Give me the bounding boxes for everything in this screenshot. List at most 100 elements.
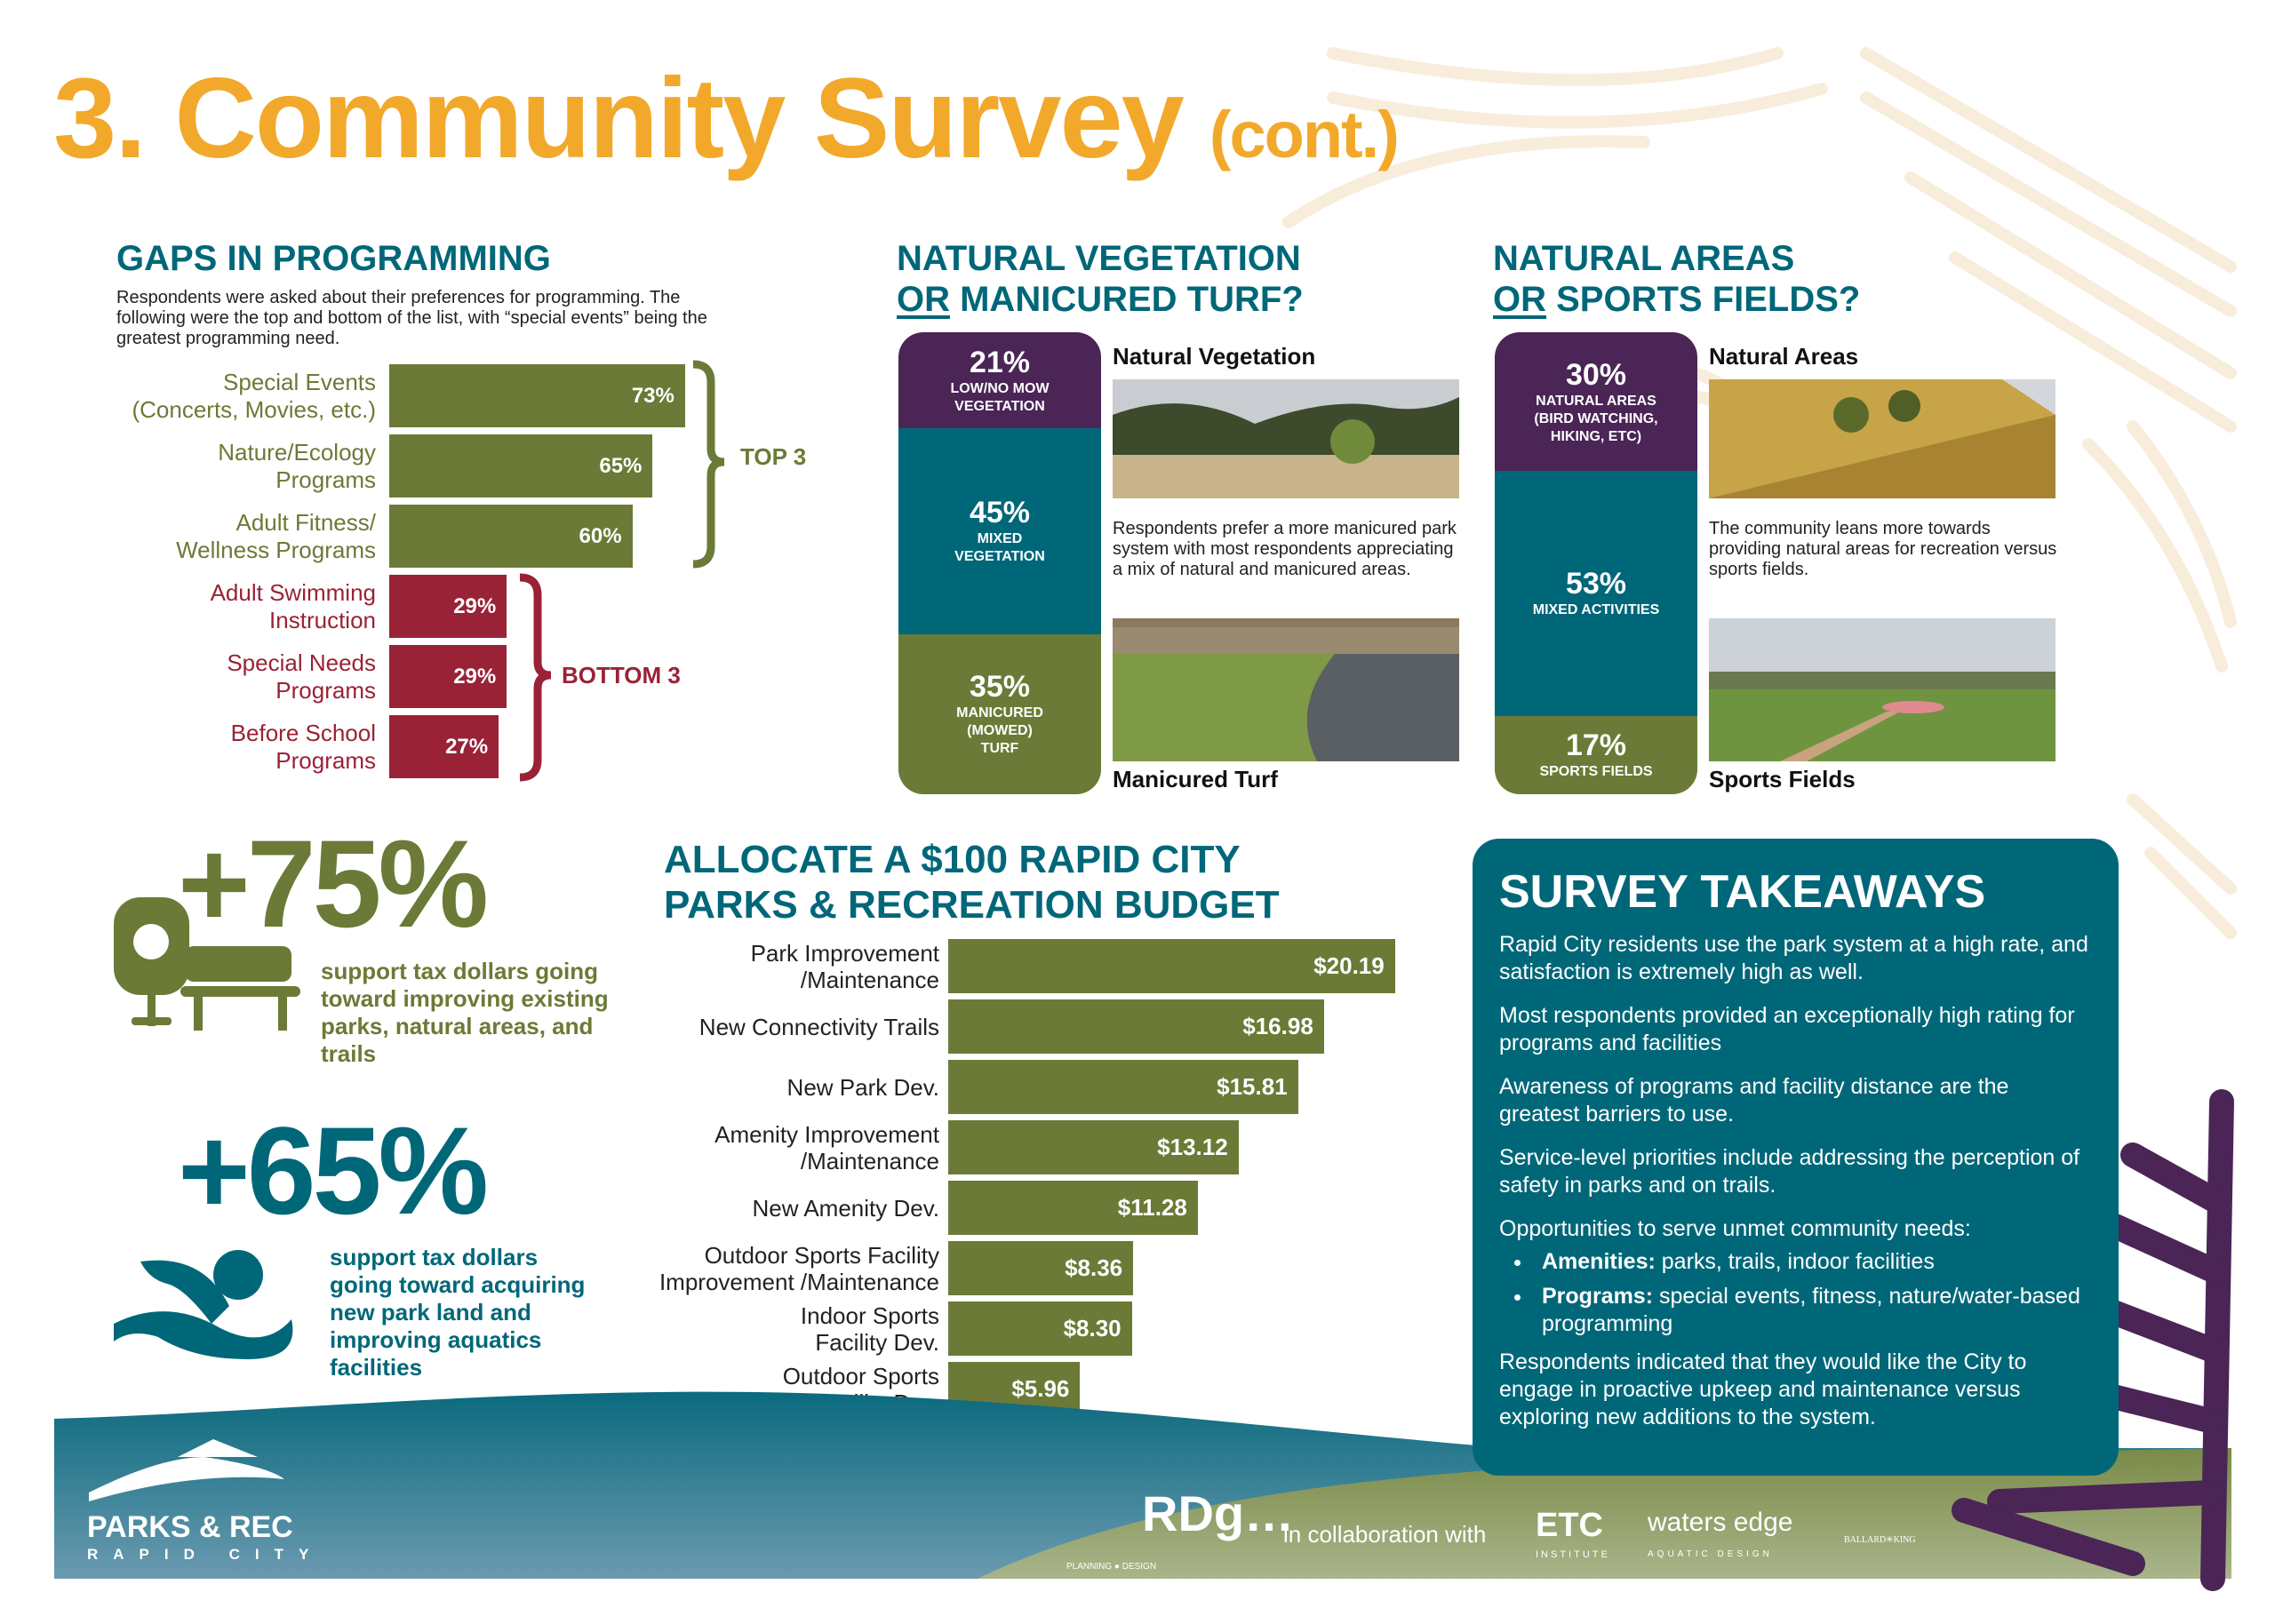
gaps-bar: 29% [389,645,507,708]
budget-bar: $20.19 [948,939,1395,993]
budget-bar-value: $5.96 [1011,1375,1070,1402]
takeaway-6: Respondents indicated that they would li… [1499,1349,2027,1429]
areas-heading: NATURAL AREAS OR SPORTS FIELDS? [1493,238,1860,320]
areas-heading-line2: SPORTS FIELDS? [1546,280,1861,319]
budget-bar: $11.28 [948,1181,1198,1235]
budget-heading: ALLOCATE A $100 RAPID CITY PARKS & RECREA… [664,837,1280,927]
segment-label: LOW/NO MOW VEGETATION [950,380,1050,414]
budget-bar-value: $16.98 [1242,1013,1313,1039]
stacked-segment: 17% SPORTS FIELDS [1495,715,1697,794]
budget-bar-value: $11.28 [1117,1194,1187,1221]
top3-brace [692,360,725,569]
gaps-bar-value: 27% [445,734,489,759]
manicured-turf-photo [1113,618,1459,761]
title-text: 3. Community Survey [53,55,1185,182]
segment-label: MANICURED (MOWED) TURF [956,705,1043,757]
page-title: 3. Community Survey (cont.) [53,53,1400,184]
gaps-bar: 27% [389,715,499,778]
budget-bar-label: New Connectivity Trails [698,1013,939,1040]
tree-bench-icon [114,897,300,1031]
needs-amenities: Amenities: parks, trails, indoor facilit… [1533,1248,2092,1276]
parks-rec-logo-line1: PARKS & REC [87,1510,293,1544]
areas-heading-line1: NATURAL AREAS [1493,239,1795,278]
budget-bar-label: Park Improvement /Maintenance [750,939,939,993]
budget-bar-value: $15.81 [1217,1073,1288,1100]
gaps-description: Respondents were asked about their prefe… [116,288,707,348]
segment-label: NATURAL AREAS (BIRD WATCHING, HIKING, ET… [1534,393,1658,444]
waters-edge-logo-sub: AQUATIC DESIGN [1648,1549,1773,1559]
budget-bar-value: $13.12 [1157,1134,1228,1160]
parks-rec-logo-line2: RAPID CITY [87,1546,324,1563]
rdg-logo-sub: PLANNING ● DESIGN [1066,1562,1157,1572]
needs-amenities-text: parks, trails, indoor facilities [1655,1249,1935,1274]
gaps-bar-value: 29% [453,593,497,618]
ballard-king-logo: BALLARD✳KING [1844,1535,1916,1545]
segment-label: SPORTS FIELDS [1539,764,1653,780]
gaps-bar-label: Adult Swimming Instruction [210,578,376,633]
takeaway-5: Opportunities to serve unmet community n… [1499,1216,1971,1241]
budget-bar-label: Outdoor Sports Facility Improvement /Mai… [659,1241,939,1295]
stacked-segment: 53% MIXED ACTIVITIES [1495,471,1697,716]
takeaway-2: Most respondents provided an exceptional… [1499,1003,2075,1055]
takeaway-4: Service-level priorities include address… [1499,1145,2080,1198]
budget-bar-value: $8.30 [1063,1315,1122,1341]
segment-label: MIXED VEGETATION [954,531,1045,565]
stacked-segment: 30% NATURAL AREAS (BIRD WATCHING, HIKING,… [1495,332,1697,471]
budget-bar: $13.12 [948,1120,1239,1174]
manicured-turf-label: Manicured Turf [1113,766,1278,792]
title-subtitle: (cont.) [1209,98,1400,171]
vegetation-heading: NATURAL VEGETATION OR MANICURED TURF? [897,238,1304,320]
segment-value: 53% [1565,567,1627,601]
sports-fields-label: Sports Fields [1709,766,1856,792]
rdg-logo: RDg… [1142,1485,1295,1541]
budget-bar: $8.36 [948,1241,1134,1295]
segment-value: 17% [1565,728,1627,763]
budget-bar-label: Amenity Improvement /Maintenance [714,1120,939,1174]
gaps-bar: 60% [389,505,633,568]
vegetation-heading-line1: NATURAL VEGETATION [897,239,1301,278]
top3-label: TOP 3 [740,443,807,470]
segment-value: 21% [969,345,1031,379]
budget-bar-label: New Park Dev. [786,1073,939,1101]
collaboration-text: in collaboration with [1283,1521,1487,1548]
gaps-bar: 65% [389,434,653,498]
needs-programs: Programs: special events, fitness, natur… [1533,1283,2092,1338]
etc-logo-sub: INSTITUTE [1536,1549,1610,1560]
gaps-bar-value: 60% [579,523,622,548]
gaps-bar: 29% [389,575,507,638]
bottom3-label: BOTTOM 3 [562,662,681,689]
budget-bar-label: Indoor Sports Facility Dev. [800,1302,939,1356]
gaps-bar-label: Adult Fitness/ Wellness Programs [176,508,376,563]
natural-areas-label: Natural Areas [1709,343,1859,370]
budget-bar-label: New Amenity Dev. [752,1194,939,1222]
natural-vegetation-label: Natural Vegetation [1113,343,1316,370]
areas-description: The community leans more towards providi… [1709,519,2057,579]
stat-65-text: support tax dollars going toward acquiri… [330,1244,586,1381]
segment-value: 35% [969,670,1031,705]
budget-bar: $8.30 [948,1302,1132,1356]
swimmer-icon [114,1250,293,1359]
etc-logo: ETC [1536,1507,1603,1544]
takeaways-heading: SURVEY TAKEAWAYS [1499,866,1986,918]
segment-value: 45% [969,496,1031,530]
budget-bar-value: $20.19 [1313,952,1385,979]
bottom3-brace [519,573,552,782]
natural-vegetation-photo [1113,379,1459,498]
vegetation-heading-or: OR [897,280,950,319]
sports-fields-photo [1709,618,2055,761]
segment-label: MIXED ACTIVITIES [1532,602,1660,618]
survey-takeaways-panel: SURVEY TAKEAWAYS Rapid City residents us… [1473,839,2119,1476]
vegetation-heading-line2: MANICURED TURF? [950,280,1304,319]
takeaway-needs-list: Amenities: parks, trails, indoor facilit… [1533,1248,2092,1338]
budget-heading-line2: PARKS & RECREATION BUDGET [664,883,1280,927]
takeaway-1: Rapid City residents use the park system… [1499,932,2088,984]
gaps-bar-value: 73% [631,383,675,408]
budget-bar-value: $8.36 [1065,1254,1123,1281]
needs-programs-text: special events, fitness, nature/water-ba… [1542,1284,2080,1336]
gaps-heading: GAPS IN PROGRAMMING [116,239,551,278]
gaps-bar: 73% [389,364,685,427]
gaps-bar-label: Special Needs Programs [227,649,376,704]
areas-heading-or: OR [1493,280,1546,319]
gaps-bar-label: Special Events (Concerts, Movies, etc.) [132,368,376,423]
